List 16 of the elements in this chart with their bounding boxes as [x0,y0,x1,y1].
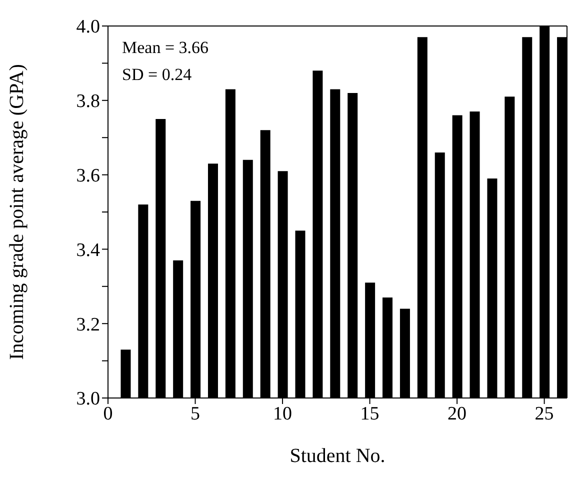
x-tick-label: 5 [190,403,200,424]
x-tick-label: 20 [448,403,467,424]
x-tick-label: 25 [534,403,554,424]
annotation: Mean = 3.66 [122,37,209,59]
y-tick-label: 3.6 [76,166,100,187]
y-tick-label: 3.0 [76,388,100,410]
x-tick-label: 0 [103,403,113,424]
y-tick-label: 3.8 [76,91,100,112]
x-tick-label: 10 [273,403,292,424]
x-axis-title: Student No. [290,445,386,467]
x-tick-label: 15 [360,403,380,424]
y-tick-label: 3.2 [76,314,100,336]
annotation: SD = 0.24 [122,64,193,86]
y-tick-label: 3.4 [76,240,100,261]
y-axis-title: Incoming grade point average (GPA) [6,64,28,360]
y-tick-label: 4.0 [76,16,100,38]
